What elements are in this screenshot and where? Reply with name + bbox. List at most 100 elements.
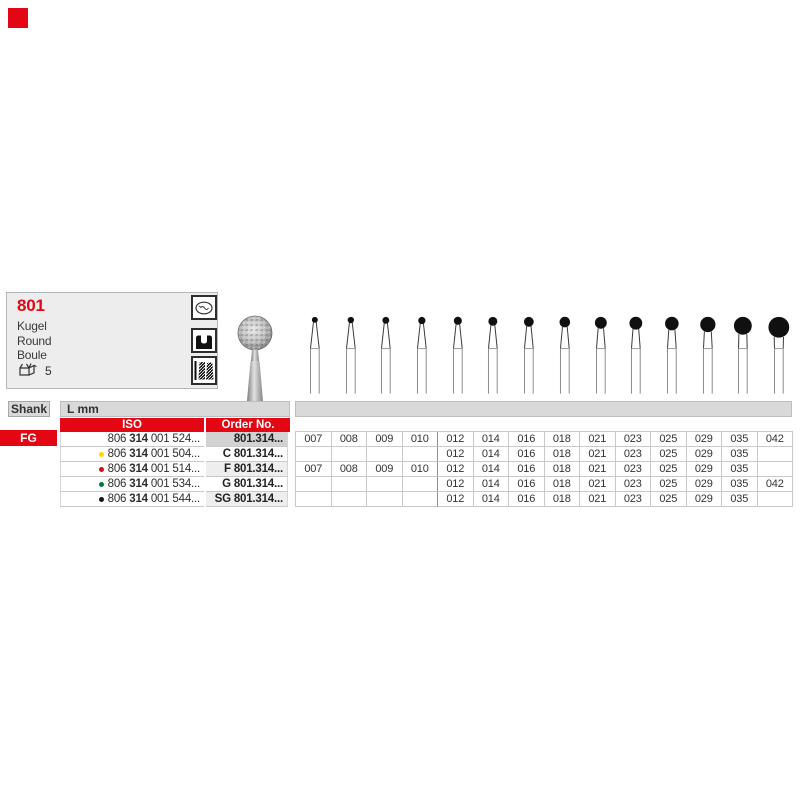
size-cell: 023 [615, 477, 651, 492]
size-cell: 012 [438, 462, 474, 477]
bur-size-figure [654, 314, 690, 400]
size-cell: 035 [722, 477, 758, 492]
size-cell [402, 477, 438, 492]
bur-size-figures [297, 314, 797, 400]
iso-cell: 806 314 001 524... [60, 432, 204, 447]
size-cell [757, 492, 793, 507]
size-cell: 035 [722, 462, 758, 477]
product-number: 801 [17, 296, 45, 315]
cavity-preparation-icon [191, 328, 217, 353]
product-shape-names: Kugel Round Boule [17, 319, 52, 363]
size-cell: 014 [473, 492, 509, 507]
size-cell: 008 [331, 432, 367, 447]
order-no-cell: C 801.314... [206, 447, 288, 462]
size-cell: 025 [651, 447, 687, 462]
size-cell: 012 [438, 447, 474, 462]
product-info-box: 801 Kugel Round Boule 5 [6, 292, 218, 389]
table-row: 806 314 001 544... SG 801.314... [60, 492, 290, 507]
size-cell: 025 [651, 492, 687, 507]
order-no-header: Order No. [206, 418, 290, 432]
order-no-cell: F 801.314... [206, 462, 288, 477]
bur-size-figure [368, 314, 404, 400]
size-cell [402, 447, 438, 462]
size-cell [367, 492, 403, 507]
shape-name: Round [17, 333, 52, 348]
order-no-cell: G 801.314... [206, 477, 288, 492]
shape-name: Kugel [17, 319, 47, 333]
package-icon [17, 362, 38, 380]
size-cell: 021 [580, 432, 616, 447]
size-cell: 023 [615, 447, 651, 462]
size-cell: 021 [580, 477, 616, 492]
size-cell: 035 [722, 432, 758, 447]
table-row: 806 314 001 504... C 801.314... [60, 447, 290, 462]
size-cell: 016 [509, 432, 545, 447]
size-cell: 016 [509, 447, 545, 462]
bur-photo [236, 314, 274, 402]
size-cell: 025 [651, 477, 687, 492]
size-cell: 016 [509, 492, 545, 507]
size-cell [296, 477, 332, 492]
grit-dot [98, 481, 104, 487]
size-cell: 007 [296, 432, 332, 447]
size-cell: 016 [509, 462, 545, 477]
size-cell: 009 [367, 432, 403, 447]
grit-dot [98, 466, 104, 472]
page-color-tab [8, 8, 28, 28]
iso-header: ISO [60, 418, 204, 432]
size-cell [296, 492, 332, 507]
size-cell: 009 [367, 462, 403, 477]
size-cell: 018 [544, 447, 580, 462]
size-cell: 014 [473, 447, 509, 462]
size-cell: 035 [722, 447, 758, 462]
size-cell: 021 [580, 462, 616, 477]
size-cell: 014 [473, 477, 509, 492]
size-cell [331, 447, 367, 462]
sizes-header-band [295, 401, 792, 417]
l-mm-header: L mm [60, 401, 290, 417]
bur-size-figure [475, 314, 511, 400]
bur-size-figure [440, 314, 476, 400]
catalog-rows: 806 314 001 524... 801.314... 806 314 001 … [60, 432, 290, 507]
iso-cell: 806 314 001 514... [60, 462, 204, 477]
size-cell: 025 [651, 462, 687, 477]
size-cell: 035 [722, 492, 758, 507]
size-cell: 018 [544, 477, 580, 492]
grit-dot [98, 496, 104, 502]
bur-size-figure [725, 314, 761, 400]
size-cell [331, 492, 367, 507]
bur-size-figure [511, 314, 547, 400]
size-cell: 010 [402, 432, 438, 447]
size-cell [331, 477, 367, 492]
bur-size-figure [583, 314, 619, 400]
bur-size-figure [618, 314, 654, 400]
size-cell [296, 447, 332, 462]
size-cell [367, 477, 403, 492]
size-cell: 014 [473, 432, 509, 447]
order-no-cell: SG 801.314... [206, 492, 288, 507]
size-cell: 018 [544, 432, 580, 447]
size-cell: 012 [438, 477, 474, 492]
shank-header: Shank [8, 401, 50, 417]
size-cell: 021 [580, 492, 616, 507]
size-cell: 012 [438, 432, 474, 447]
size-cell [402, 492, 438, 507]
bur-size-figure [297, 314, 333, 400]
bur-size-figure [761, 314, 797, 400]
size-cell: 008 [331, 462, 367, 477]
iso-cell: 806 314 001 534... [60, 477, 204, 492]
table-row: 806 314 001 514... F 801.314... [60, 462, 290, 477]
size-cell: 029 [686, 432, 722, 447]
shank-value-fg: FG [0, 430, 57, 446]
bur-size-figure [404, 314, 440, 400]
table-row: 806 314 001 534... G 801.314... [60, 477, 290, 492]
size-cell: 012 [438, 492, 474, 507]
bur-size-figure [333, 314, 369, 400]
size-cell: 025 [651, 432, 687, 447]
size-cell: 016 [509, 477, 545, 492]
size-grid: 007 008 009 010 012 014 016 018 021 023 025 029 035 0… [295, 431, 793, 507]
iso-cell: 806 314 001 544... [60, 492, 204, 507]
iso-cell: 806 314 001 504... [60, 447, 204, 462]
size-cell: 029 [686, 462, 722, 477]
size-cell: 042 [757, 432, 793, 447]
